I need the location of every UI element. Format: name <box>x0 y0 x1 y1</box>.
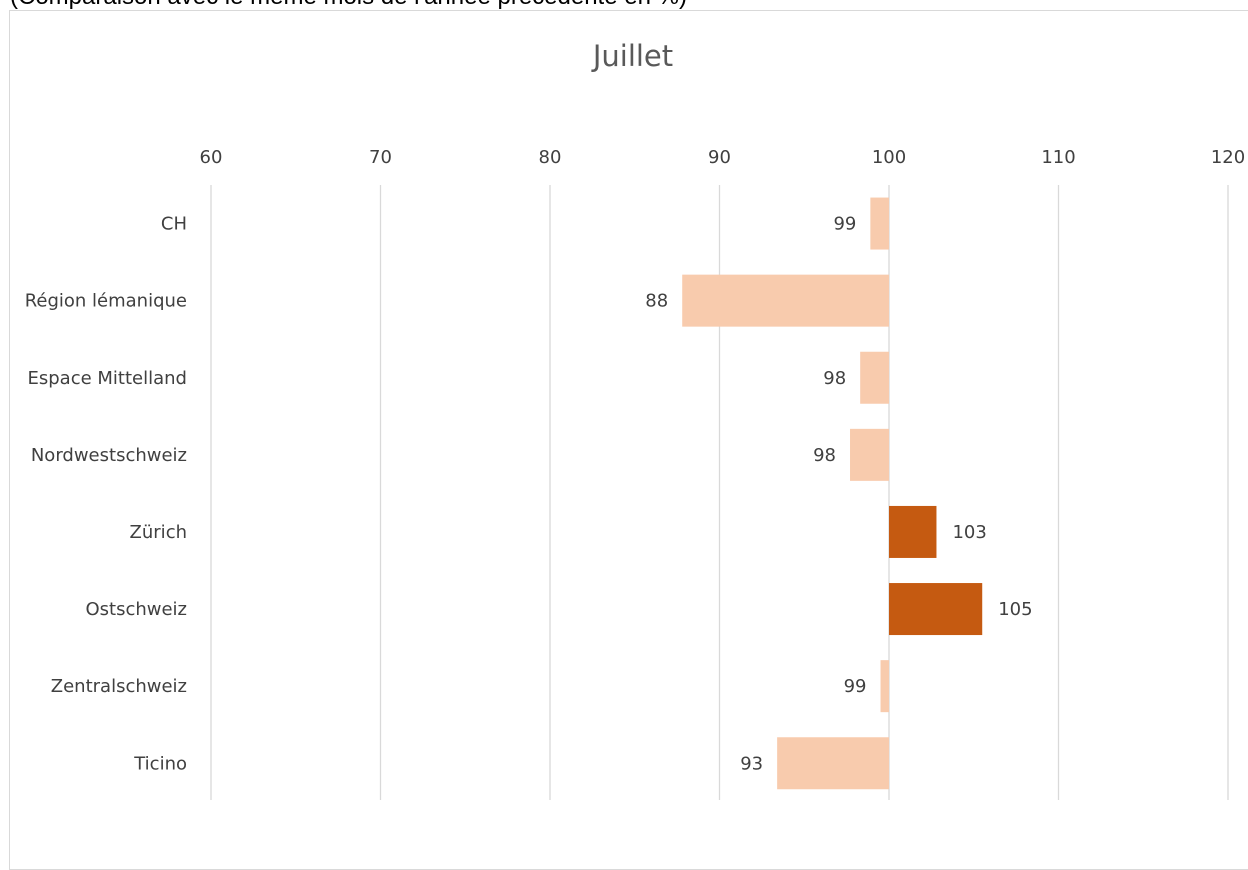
category-label: Zentralschweiz <box>51 676 187 697</box>
data-label: 99 <box>844 676 867 697</box>
x-tick-label: 60 <box>200 147 223 168</box>
x-tick-label: 100 <box>872 147 906 168</box>
category-labels: CH Région lémanique Espace Mittelland Nordw… <box>25 214 187 775</box>
data-label: 93 <box>740 753 763 774</box>
bars <box>682 197 983 790</box>
x-tick-label: 90 <box>708 147 731 168</box>
bar <box>682 274 889 327</box>
chart-subtitle-note: (Comparaison avec le même mois de l'anné… <box>10 0 687 11</box>
bar <box>889 583 983 636</box>
chart-title: Juillet <box>591 39 673 73</box>
bar <box>777 737 889 790</box>
x-tick-label: 110 <box>1041 147 1075 168</box>
category-label: Zürich <box>130 522 187 543</box>
category-label: CH <box>161 214 187 235</box>
category-label: Ticino <box>133 753 187 774</box>
x-axis-ticks: 60 70 80 90 100 110 120 <box>200 147 1246 168</box>
bar <box>850 428 889 481</box>
data-label: 105 <box>998 599 1032 620</box>
category-label: Région lémanique <box>25 291 187 312</box>
data-label: 98 <box>813 445 836 466</box>
x-tick-label: 70 <box>369 147 392 168</box>
bar <box>860 351 889 404</box>
bar <box>880 660 889 713</box>
data-label: 103 <box>952 522 986 543</box>
bar <box>870 197 889 250</box>
category-label: Ostschweiz <box>85 599 187 620</box>
category-label: Espace Mittelland <box>28 368 188 389</box>
bar <box>889 505 937 558</box>
data-label: 98 <box>823 368 846 389</box>
x-tick-label: 120 <box>1211 147 1245 168</box>
x-tick-label: 80 <box>539 147 562 168</box>
data-labels: 99 88 98 98 103 105 99 93 <box>645 214 1032 775</box>
category-label: Nordwestschweiz <box>31 445 187 466</box>
data-label: 99 <box>833 214 856 235</box>
data-label: 88 <box>645 291 668 312</box>
